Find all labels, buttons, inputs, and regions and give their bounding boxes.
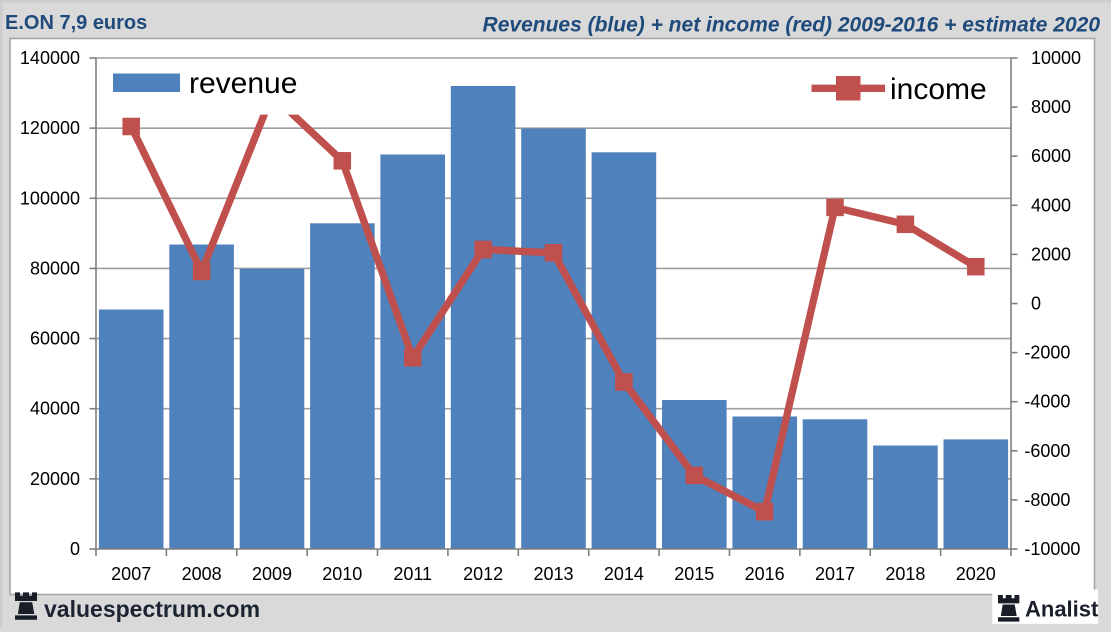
- svg-text:2016: 2016: [745, 564, 785, 584]
- svg-text:2018: 2018: [885, 564, 925, 584]
- svg-text:140000: 140000: [20, 48, 80, 68]
- svg-text:2007: 2007: [111, 564, 151, 584]
- svg-text:-10000: -10000: [1024, 539, 1080, 559]
- svg-text:8000: 8000: [1031, 97, 1071, 117]
- svg-text:valuespectrum.com: valuespectrum.com: [44, 596, 260, 622]
- svg-text:2009: 2009: [252, 564, 292, 584]
- svg-text:2000: 2000: [1031, 244, 1071, 264]
- svg-text:4000: 4000: [1031, 195, 1071, 215]
- svg-text:2015: 2015: [674, 564, 714, 584]
- svg-text:income: income: [890, 73, 987, 106]
- svg-text:100000: 100000: [20, 188, 80, 208]
- svg-text:120000: 120000: [20, 118, 80, 138]
- svg-text:2010: 2010: [322, 564, 362, 584]
- svg-text:Revenues (blue) + net income (: Revenues (blue) + net income (red) 2009-…: [483, 14, 1101, 37]
- svg-text:-2000: -2000: [1024, 343, 1070, 363]
- svg-text:2011: 2011: [393, 564, 432, 584]
- svg-text:0: 0: [1031, 294, 1041, 314]
- svg-text:6000: 6000: [1031, 146, 1071, 166]
- svg-text:2014: 2014: [604, 564, 644, 584]
- svg-text:revenue: revenue: [189, 67, 297, 100]
- svg-text:60000: 60000: [30, 329, 80, 349]
- svg-text:Analist: Analist: [1025, 597, 1099, 622]
- svg-text:0: 0: [70, 539, 80, 559]
- svg-text:80000: 80000: [30, 258, 80, 278]
- svg-text:2008: 2008: [182, 564, 222, 584]
- svg-text:-6000: -6000: [1024, 441, 1070, 461]
- svg-text:20000: 20000: [30, 469, 80, 489]
- svg-text:2020: 2020: [956, 564, 996, 584]
- svg-text:2012: 2012: [463, 564, 503, 584]
- svg-text:-8000: -8000: [1024, 490, 1070, 510]
- svg-text:2013: 2013: [533, 564, 573, 584]
- svg-text:10000: 10000: [1031, 48, 1081, 68]
- svg-text:2017: 2017: [815, 564, 855, 584]
- svg-text:40000: 40000: [30, 399, 80, 419]
- svg-text:-4000: -4000: [1024, 392, 1070, 412]
- svg-text:E.ON 7,9 euros: E.ON 7,9 euros: [5, 12, 147, 34]
